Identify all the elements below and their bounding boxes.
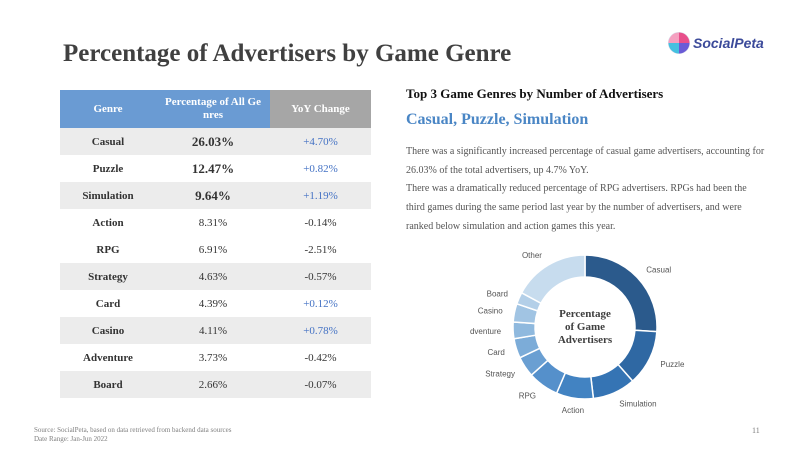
table-row: Casino 4.11% +0.78% xyxy=(60,317,371,344)
page-number: 11 xyxy=(752,426,760,435)
table-row: Action 8.31% -0.14% xyxy=(60,209,371,236)
yoy-cell: -2.51% xyxy=(270,236,371,263)
percentage-cell: 9.64% xyxy=(156,182,270,209)
page-title: Percentage of Advertisers by Game Genre xyxy=(63,40,512,67)
date-range-note: Date Range: Jan-Jun 2022 xyxy=(34,435,108,443)
genre-cell: Card xyxy=(60,290,156,317)
table-row: Adventure 3.73% -0.42% xyxy=(60,344,371,371)
genre-donut-chart: Casual Puzzle Simulation Action RPG Strategy C… xyxy=(470,251,685,415)
genre-cell: Casino xyxy=(60,317,156,344)
table-row: Casual 26.03% +4.70% xyxy=(60,128,371,155)
donut-slice-adventure xyxy=(512,321,537,340)
percentage-cell: 12.47% xyxy=(156,155,270,182)
donut-label-strategy: Strategy xyxy=(485,369,515,378)
donut-label-card: Card xyxy=(487,348,504,357)
donut-center-title-line: of Game xyxy=(565,321,605,333)
source-footer: Source: SocialPeta, based on data retrie… xyxy=(34,426,231,444)
table-row: Strategy 4.63% -0.57% xyxy=(60,263,371,290)
genre-table: Genre Percentage of All Ge nres YoY Chan… xyxy=(60,90,371,398)
header-percentage: Percentage of All Ge nres xyxy=(156,90,270,128)
donut-slice-other xyxy=(520,254,586,305)
yoy-cell: +1.19% xyxy=(270,182,371,209)
genre-cell: Board xyxy=(60,371,156,398)
percentage-cell: 26.03% xyxy=(156,128,270,155)
header-genre: Genre xyxy=(60,90,156,128)
yoy-cell: +0.12% xyxy=(270,290,371,317)
yoy-cell: -0.42% xyxy=(270,344,371,371)
percentage-cell: 2.66% xyxy=(156,371,270,398)
source-note: Source: SocialPeta, based on data retrie… xyxy=(34,426,232,434)
brand-name: SocialPeta xyxy=(693,35,764,51)
yoy-cell: -0.07% xyxy=(270,371,371,398)
donut-label-adventure: Adventure xyxy=(470,327,502,336)
yoy-cell: +4.70% xyxy=(270,128,371,155)
percentage-cell: 8.31% xyxy=(156,209,270,236)
genre-cell: Strategy xyxy=(60,263,156,290)
percentage-cell: 4.11% xyxy=(156,317,270,344)
genre-cell: RPG xyxy=(60,236,156,263)
donut-label-puzzle: Puzzle xyxy=(660,360,685,369)
donut-label-casual: Casual xyxy=(646,266,671,275)
brand-logo-icon xyxy=(668,32,690,54)
insight-paragraph-rpg: There was a dramatically reduced percent… xyxy=(406,183,747,232)
yoy-cell: +0.82% xyxy=(270,155,371,182)
genre-cell: Simulation xyxy=(60,182,156,209)
brand-logo: SocialPeta xyxy=(667,30,764,56)
donut-label-board: Board xyxy=(487,289,508,298)
donut-label-casino: Casino xyxy=(478,306,503,315)
percentage-cell: 4.39% xyxy=(156,290,270,317)
table-row: Board 2.66% -0.07% xyxy=(60,371,371,398)
donut-center-title-line: Advertisers xyxy=(558,334,613,346)
genre-cell: Adventure xyxy=(60,344,156,371)
yoy-cell: -0.57% xyxy=(270,263,371,290)
percentage-cell: 6.91% xyxy=(156,236,270,263)
insight-paragraph-casual: There was a significantly increased perc… xyxy=(406,146,765,176)
yoy-cell: +0.78% xyxy=(270,317,371,344)
genre-cell: Action xyxy=(60,209,156,236)
donut-labels: Casual Puzzle Simulation Action RPG Strategy C… xyxy=(470,251,685,415)
yoy-cell: -0.14% xyxy=(270,209,371,236)
insights-subhead: Top 3 Game Genres by Number of Advertise… xyxy=(406,86,664,101)
donut-label-action: Action xyxy=(562,406,584,415)
donut-center-title-line: Percentage xyxy=(559,308,611,320)
top-genres-highlight: Casual, Puzzle, Simulation xyxy=(406,111,589,128)
donut-slices xyxy=(512,254,658,400)
percentage-cell: 4.63% xyxy=(156,263,270,290)
table-row: RPG 6.91% -2.51% xyxy=(60,236,371,263)
donut-label-other: Other xyxy=(522,251,542,260)
donut-label-simulation: Simulation xyxy=(619,400,656,409)
percentage-cell: 3.73% xyxy=(156,344,270,371)
header-yoy-change: YoY Change xyxy=(270,90,371,128)
table-row: Puzzle 12.47% +0.82% xyxy=(60,155,371,182)
genre-cell: Casual xyxy=(60,128,156,155)
genre-cell: Puzzle xyxy=(60,155,156,182)
table-row: Simulation 9.64% +1.19% xyxy=(60,182,371,209)
table-row: Card 4.39% +0.12% xyxy=(60,290,371,317)
donut-label-rpg: RPG xyxy=(519,391,536,400)
